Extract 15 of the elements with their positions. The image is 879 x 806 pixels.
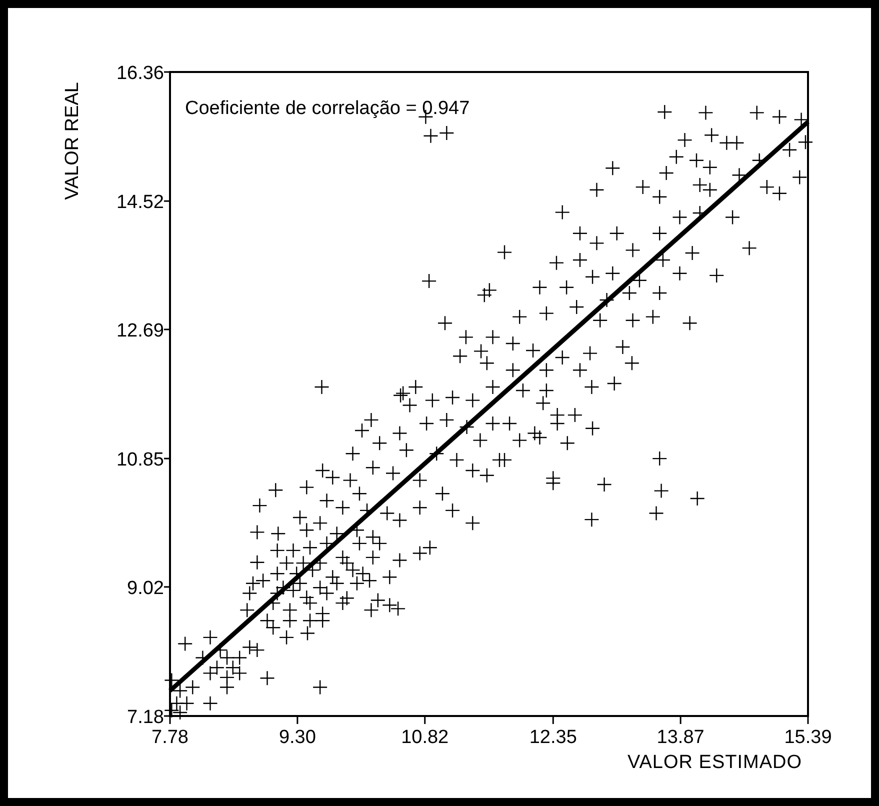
x-tick-label: 10.82 — [401, 727, 449, 748]
y-tick-label: 9.02 — [127, 578, 164, 599]
x-tick-label: 13.87 — [656, 727, 704, 748]
y-tick-label: 7.18 — [127, 707, 164, 728]
x-tick-label: 12.35 — [529, 727, 577, 748]
y-tick-label: 12.69 — [116, 320, 164, 342]
x-tick-label: 7.78 — [152, 727, 188, 748]
y-axis-title: VALOR REAL — [62, 82, 83, 200]
annotation: Coeficiente de correlação = 0.947 — [185, 98, 470, 119]
y-tick-label: 14.52 — [116, 192, 164, 214]
y-tick-label: 16.36 — [116, 63, 164, 84]
x-tick-label: 9.30 — [278, 727, 316, 748]
y-tick-label: 10.85 — [116, 450, 164, 471]
x-axis-title: VALOR ESTIMADO — [627, 752, 802, 773]
x-tick-label: 15.39 — [784, 727, 832, 748]
